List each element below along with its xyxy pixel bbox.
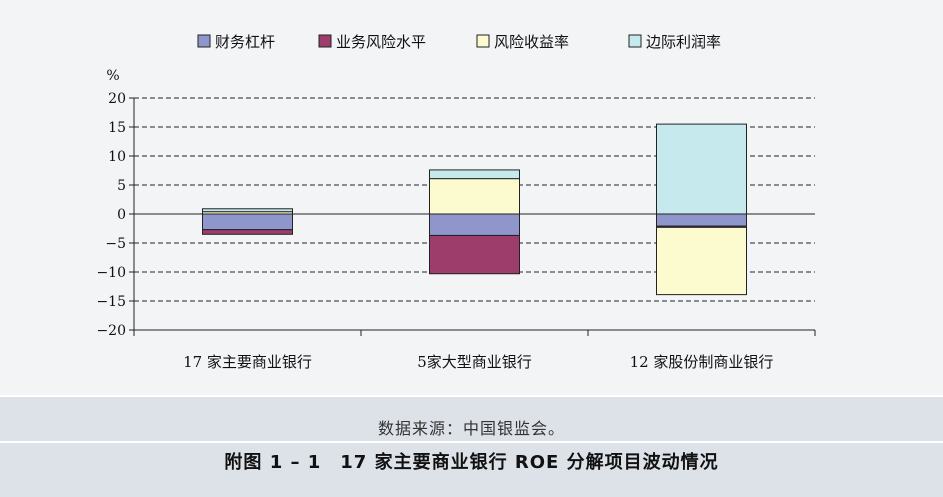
legend-swatch [628, 34, 642, 48]
y-tick-label: −10 [96, 265, 126, 281]
figure-title: 附图 1 – 1 17 家主要商业银行 ROE 分解项目波动情况 [224, 452, 719, 473]
bar-segment [429, 169, 520, 180]
y-axis-unit: % [106, 68, 119, 84]
divider-line [0, 441, 943, 443]
bar-segment [429, 213, 520, 236]
x-category-label: 12 家股份制商业银行 [630, 353, 774, 371]
bar-segment [202, 208, 293, 213]
y-tick-label: 15 [108, 120, 126, 136]
y-tick-label: 5 [117, 178, 126, 194]
y-tick-label: −20 [96, 323, 126, 339]
bar-segment [202, 229, 293, 235]
bar-segment [429, 178, 520, 215]
legend-label: 财务杠杆 [215, 33, 275, 51]
legend-label: 边际利润率 [646, 33, 721, 51]
chart: 20 15 10 5 0 −5 −10 −15 −20% 17 家主要商业银行 5家大型商业银行 12… [96, 33, 816, 371]
bar-segment [656, 226, 747, 296]
y-tick-label: 20 [108, 91, 126, 107]
bar-segment [429, 234, 520, 275]
bar-segment [656, 213, 747, 227]
source-note: 数据来源：中国银监会。 [377, 419, 565, 438]
x-category-label: 5家大型商业银行 [417, 353, 532, 371]
legend-swatch [476, 34, 490, 48]
y-tick-label: −5 [105, 236, 126, 252]
y-tick-label: −15 [96, 294, 126, 310]
y-tick-label: 10 [108, 149, 126, 165]
chart-panel: 20 15 10 5 0 −5 −10 −15 −20% 17 家主要商业银行 5家大型商业银行 12… [0, 0, 943, 395]
caption-area: 数据来源：中国银监会。 附图 1 – 1 17 家主要商业银行 ROE 分解项目… [0, 395, 943, 497]
legend-label: 风险收益率 [494, 33, 569, 51]
legend-swatch [318, 34, 332, 48]
divider-line [0, 395, 943, 397]
legend-swatch [197, 34, 211, 48]
bar-segment [202, 213, 293, 231]
legend-label: 业务风险水平 [336, 33, 426, 51]
y-tick-label: 0 [117, 207, 126, 223]
bar-segment [656, 123, 747, 215]
x-category-label: 17 家主要商业银行 [183, 353, 312, 371]
